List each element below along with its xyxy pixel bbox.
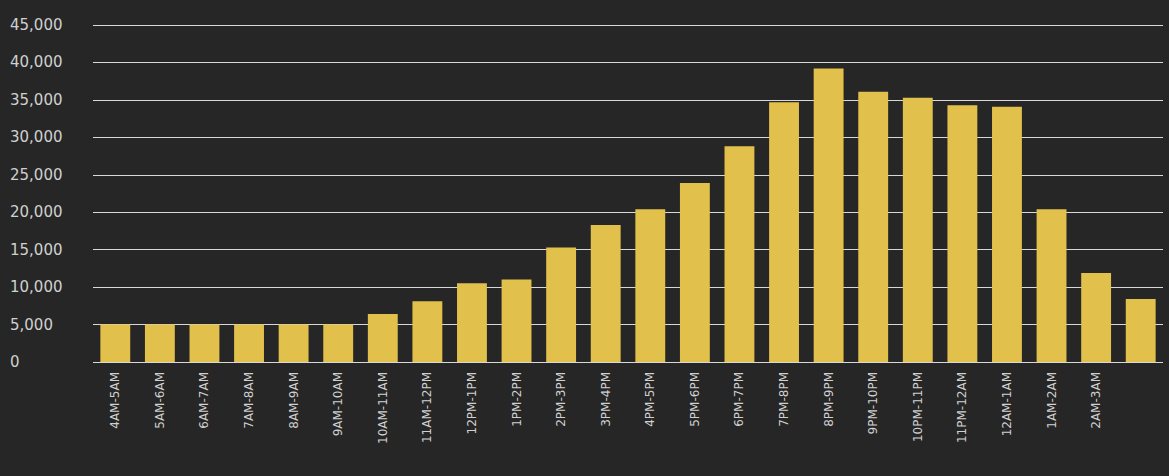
svg-text:25,000: 25,000	[10, 166, 63, 184]
svg-text:8PM-9PM: 8PM-9PM	[822, 372, 836, 427]
svg-text:9AM-10AM: 9AM-10AM	[331, 372, 345, 436]
svg-text:12PM-1PM: 12PM-1PM	[465, 372, 479, 434]
svg-text:10AM-11AM: 10AM-11AM	[376, 372, 390, 444]
svg-text:7AM-8AM: 7AM-8AM	[242, 372, 256, 429]
svg-text:2AM-3AM: 2AM-3AM	[1089, 372, 1103, 429]
svg-text:5AM-6AM: 5AM-6AM	[153, 372, 167, 429]
svg-text:7PM-8PM: 7PM-8PM	[777, 372, 791, 427]
svg-text:12AM-1AM: 12AM-1AM	[1000, 372, 1014, 436]
svg-text:45,000: 45,000	[10, 16, 63, 34]
svg-text:10,000: 10,000	[10, 278, 63, 296]
svg-text:4AM-5AM: 4AM-5AM	[108, 372, 122, 429]
svg-text:0: 0	[10, 353, 20, 371]
svg-text:5PM-6PM: 5PM-6PM	[688, 372, 702, 427]
svg-text:9PM-10PM: 9PM-10PM	[866, 372, 880, 434]
svg-text:20,000: 20,000	[10, 203, 63, 221]
svg-text:2PM-3PM: 2PM-3PM	[554, 372, 568, 427]
svg-text:3PM-4PM: 3PM-4PM	[599, 372, 613, 427]
svg-text:11PM-12AM: 11PM-12AM	[955, 372, 969, 443]
svg-text:5,000: 5,000	[10, 316, 53, 334]
svg-text:6PM-7PM: 6PM-7PM	[732, 372, 746, 427]
svg-text:1AM-2AM: 1AM-2AM	[1045, 372, 1059, 429]
svg-text:11AM-12PM: 11AM-12PM	[420, 372, 434, 443]
svg-text:35,000: 35,000	[10, 91, 63, 109]
svg-text:10PM-11PM: 10PM-11PM	[911, 372, 925, 442]
svg-text:1PM-2PM: 1PM-2PM	[510, 372, 524, 427]
svg-text:8AM-9AM: 8AM-9AM	[287, 372, 301, 429]
svg-text:4PM-5PM: 4PM-5PM	[643, 372, 657, 427]
svg-text:40,000: 40,000	[10, 53, 63, 71]
svg-text:6AM-7AM: 6AM-7AM	[197, 372, 211, 429]
svg-text:30,000: 30,000	[10, 128, 63, 146]
svg-text:15,000: 15,000	[10, 241, 63, 259]
